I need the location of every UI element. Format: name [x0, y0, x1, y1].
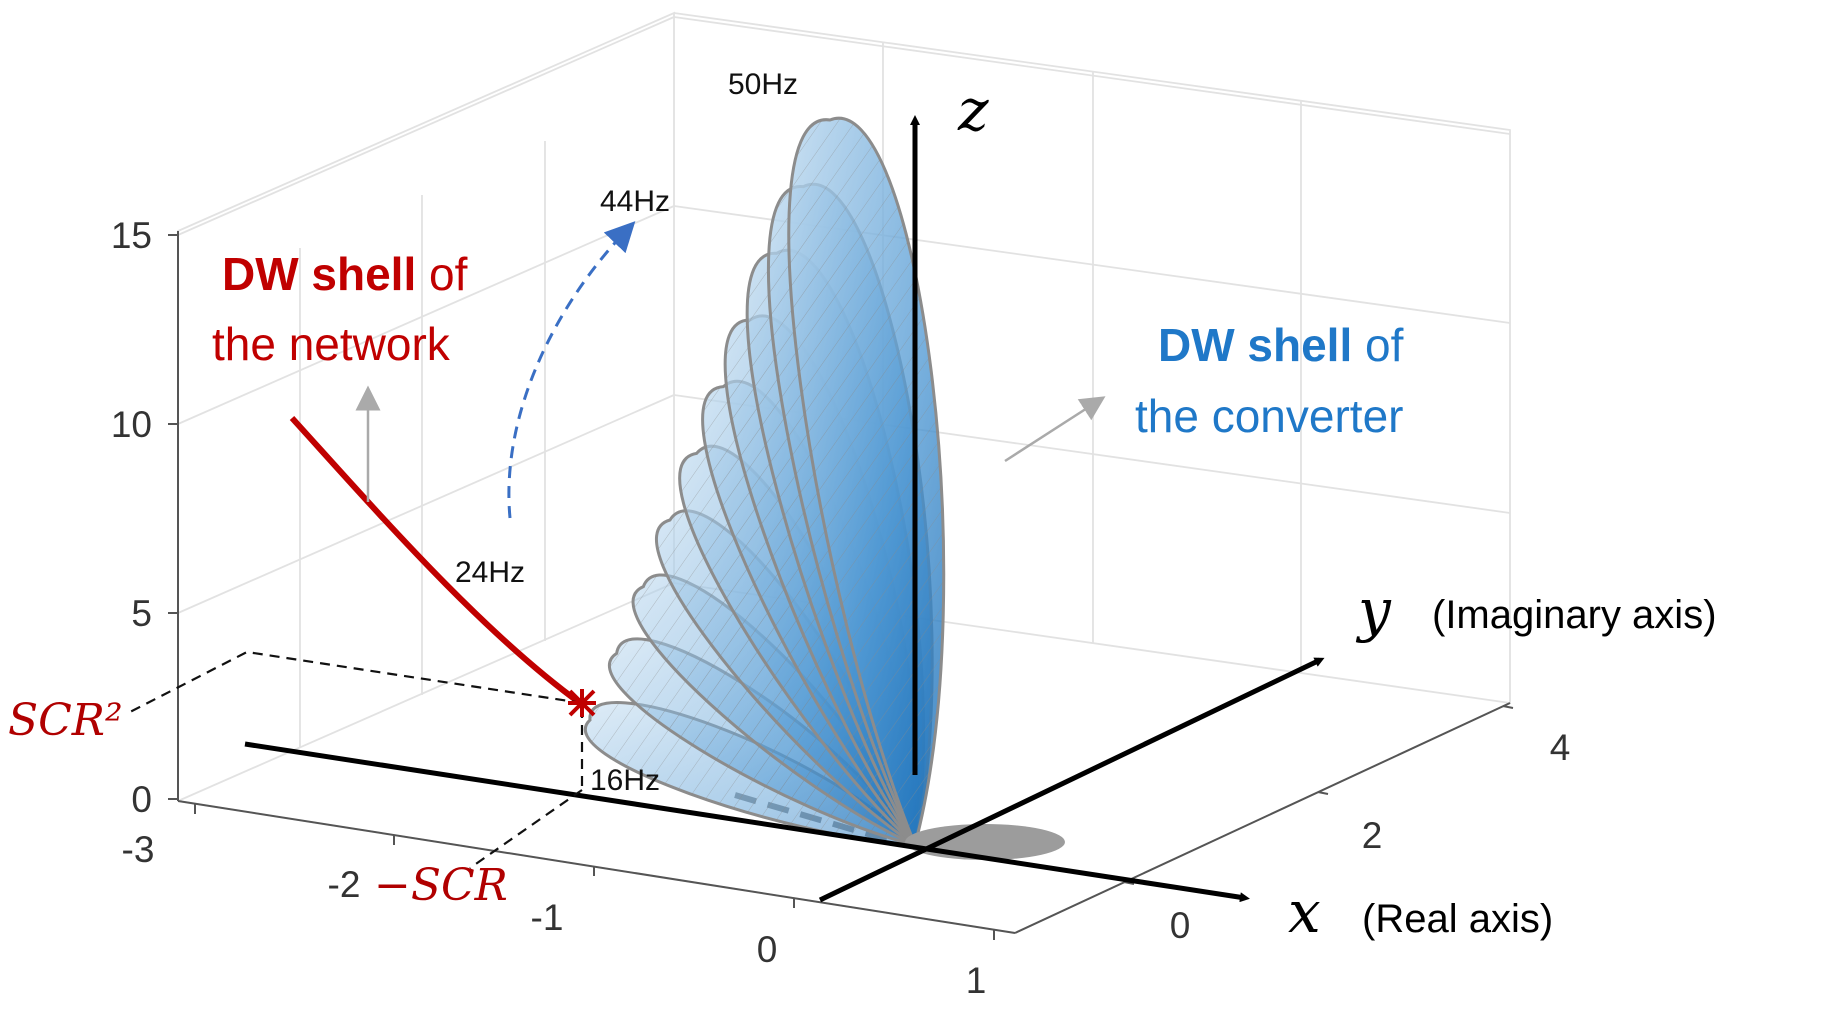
y-axis-label: (Imaginary axis) [1432, 593, 1717, 637]
x-axis-letter: x [1288, 878, 1321, 946]
z-tick-label: 0 [131, 779, 152, 820]
scr-marker [568, 689, 596, 717]
y-tick-axis [1014, 702, 1511, 934]
network-shell-annotation-line1: DW shell of [222, 248, 468, 300]
freq-label-24hz: 24Hz [455, 556, 525, 589]
y-axis-line [818, 657, 1325, 903]
z-grid-15-right [673, 16, 1511, 135]
main-axes [244, 115, 1325, 903]
freq-label-50hz: 50Hz [728, 68, 798, 101]
converter-shell-lobe-mesh [788, 118, 944, 845]
x-tick-label: -2 [328, 864, 361, 905]
y-tick-labels: 0 2 4 [1170, 727, 1571, 946]
z-tick-label: 15 [111, 215, 152, 256]
scr-squared-guide [129, 650, 583, 713]
y-tick-label: 4 [1550, 727, 1571, 768]
z-grid-10-left [177, 205, 675, 425]
converter-shell-annotation-line1: DW shell of [1158, 319, 1404, 371]
x-axis-label: (Real axis) [1362, 897, 1553, 941]
frequency-sweep-arrow [507, 221, 636, 519]
network-shell-annotation-line2: the network [212, 318, 451, 370]
z-grid-15-left [177, 16, 675, 236]
x-tick-label: -1 [531, 897, 564, 938]
x-axis-line [244, 741, 1250, 903]
converter-shell-base [905, 824, 1065, 860]
x-tick-label: 1 [966, 960, 987, 1001]
network-shell-of: of [429, 248, 468, 300]
converter-shell-of: of [1365, 319, 1404, 371]
converter-shell-annotation-line2: the converter [1135, 390, 1403, 442]
tick-axes [168, 231, 1514, 940]
converter-pointer-arrow [1004, 396, 1106, 463]
y-axis-letter: y [1355, 576, 1392, 644]
y-tick-label: 0 [1170, 905, 1191, 946]
minus-scr-guide-diagonal [469, 789, 583, 869]
y-tick-label: 2 [1362, 815, 1383, 856]
z-tick-labels: 15 10 5 0 [111, 215, 152, 820]
minus-scr-label: −SCR [374, 860, 508, 911]
z-axis-letter: z [957, 76, 989, 144]
z-tick-label: 5 [131, 593, 152, 634]
freq-label-16hz: 16Hz [590, 764, 660, 797]
z-tick-label: 10 [111, 404, 152, 445]
back-wall-left [177, 11, 675, 802]
back-wall-right [673, 12, 1511, 705]
z-grid-5-left [177, 394, 675, 614]
x-tick-label: -3 [122, 829, 155, 870]
converter-dw-shell [584, 116, 1065, 860]
x-tick-axis [177, 800, 1016, 934]
scr-guides [129, 650, 584, 869]
converter-shell-bold: DW shell [1158, 319, 1352, 371]
freq-label-44hz: 44Hz [600, 185, 670, 218]
network-shell-bold: DW shell [222, 248, 416, 300]
x-tick-label: 0 [757, 929, 778, 970]
x-tick-labels: -3 -2 -1 0 1 [122, 829, 987, 1001]
network-dw-shell-curve [289, 415, 582, 706]
scr-squared-label: SCR² [8, 695, 123, 746]
